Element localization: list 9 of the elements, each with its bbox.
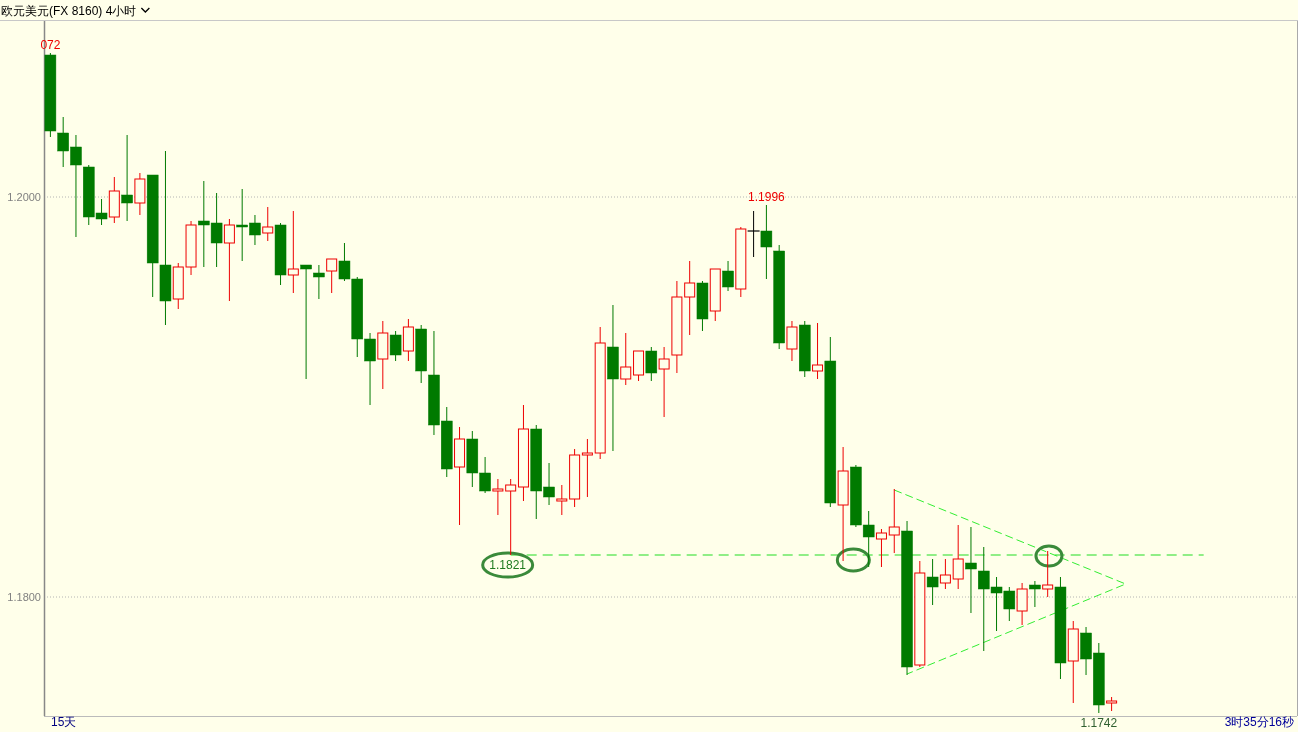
annotation: 1.1821 bbox=[489, 558, 527, 572]
y-tick-label: 1.2000 bbox=[7, 191, 41, 203]
y-tick-label: 1.1800 bbox=[7, 591, 41, 603]
annotation: 3时35分16秒 bbox=[1224, 715, 1294, 729]
annotation: 15天 bbox=[51, 715, 77, 729]
annotation: 1.1742 bbox=[1080, 716, 1118, 730]
annotation: 072 bbox=[40, 38, 61, 52]
annotation: 1.1996 bbox=[748, 190, 786, 204]
chart-title: 欧元美元(FX 8160) 4小时 bbox=[1, 4, 137, 18]
